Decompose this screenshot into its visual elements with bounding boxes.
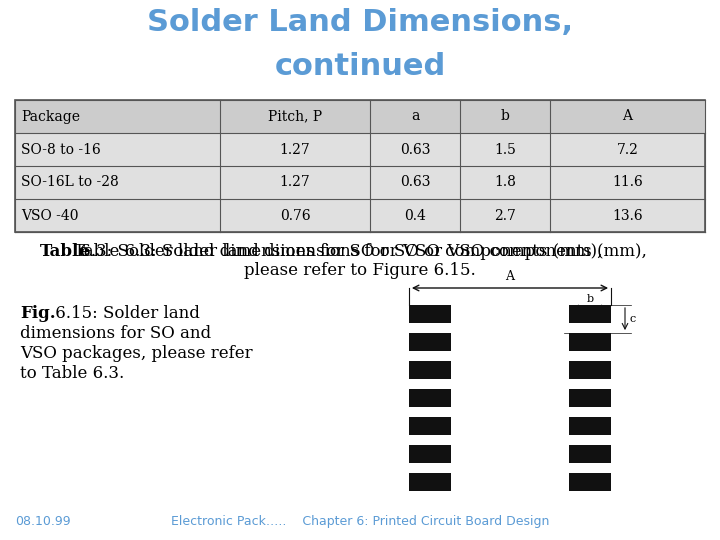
Text: 6.3: Solder land dimensions for SO or VSO components (mm),: 6.3: Solder land dimensions for SO or VS…: [75, 243, 603, 260]
Text: 6.15: Solder land: 6.15: Solder land: [50, 305, 200, 322]
Bar: [409, 473, 451, 491]
Text: 0.4: 0.4: [404, 208, 426, 222]
Text: Electronic Pack…..    Chapter 6: Printed Circuit Board Design: Electronic Pack….. Chapter 6: Printed Ci…: [171, 515, 549, 528]
Bar: [569, 389, 611, 407]
Text: b: b: [500, 110, 510, 124]
Text: 1.27: 1.27: [279, 143, 310, 157]
Bar: [409, 389, 451, 407]
Bar: [569, 305, 611, 323]
Text: b: b: [586, 294, 593, 304]
Text: Table 6.3: Solder land dimensions for SO or VSO components (mm),: Table 6.3: Solder land dimensions for SO…: [73, 243, 647, 260]
Text: 13.6: 13.6: [612, 208, 643, 222]
Text: 11.6: 11.6: [612, 176, 643, 190]
Bar: [569, 445, 611, 463]
Text: 0.63: 0.63: [400, 176, 431, 190]
Text: a: a: [411, 110, 419, 124]
Text: please refer to Figure 6.15.: please refer to Figure 6.15.: [244, 262, 476, 279]
Text: to Table 6.3.: to Table 6.3.: [20, 365, 125, 382]
Text: 2.7: 2.7: [494, 208, 516, 222]
Text: Fig.: Fig.: [20, 305, 55, 322]
Text: 0.63: 0.63: [400, 143, 431, 157]
Text: Package: Package: [21, 110, 80, 124]
Text: Table: Table: [40, 243, 90, 260]
Text: 1.5: 1.5: [494, 143, 516, 157]
Text: SO-8 to -16: SO-8 to -16: [21, 143, 101, 157]
Bar: [409, 305, 451, 323]
Text: 08.10.99: 08.10.99: [15, 515, 71, 528]
Bar: [409, 333, 451, 351]
Text: Solder Land Dimensions,: Solder Land Dimensions,: [147, 8, 573, 37]
Text: VSO -40: VSO -40: [21, 208, 78, 222]
Text: c: c: [629, 314, 635, 324]
Text: Table: Table: [335, 243, 385, 260]
Text: 1.27: 1.27: [279, 176, 310, 190]
Text: A: A: [505, 270, 515, 283]
Bar: [409, 417, 451, 435]
Bar: [569, 333, 611, 351]
Text: dimensions for SO and: dimensions for SO and: [20, 325, 211, 342]
Text: 1.8: 1.8: [494, 176, 516, 190]
Bar: [409, 361, 451, 379]
Text: VSO packages, please refer: VSO packages, please refer: [20, 345, 253, 362]
Bar: [569, 361, 611, 379]
Bar: [569, 473, 611, 491]
Bar: [409, 445, 451, 463]
Bar: [15, 100, 705, 232]
Bar: [569, 417, 611, 435]
Text: continued: continued: [274, 52, 446, 81]
Text: 0.76: 0.76: [279, 208, 310, 222]
Text: SO-16L to -28: SO-16L to -28: [21, 176, 119, 190]
Text: Pitch, P: Pitch, P: [268, 110, 322, 124]
Text: A: A: [623, 110, 632, 124]
Text: 7.2: 7.2: [616, 143, 639, 157]
Bar: [15, 100, 705, 133]
